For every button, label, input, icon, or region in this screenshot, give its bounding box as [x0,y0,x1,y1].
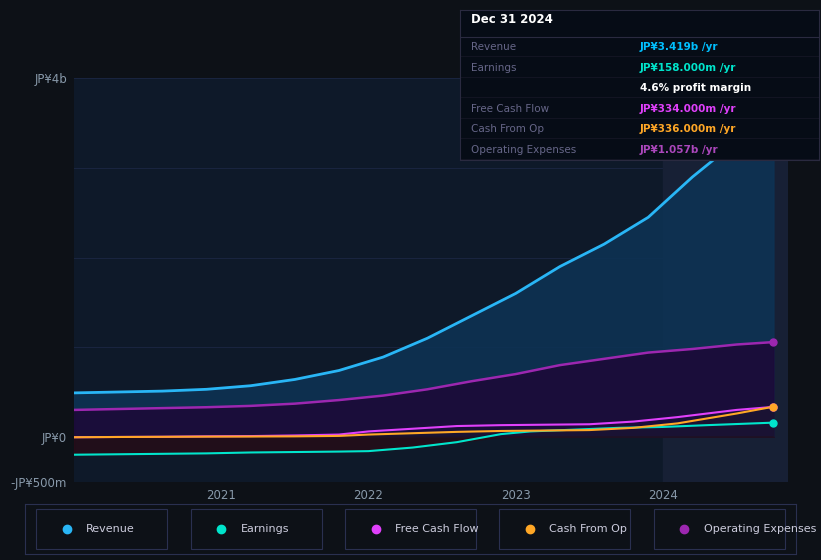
Text: JP¥1.057b /yr: JP¥1.057b /yr [640,144,718,155]
Text: Dec 31 2024: Dec 31 2024 [470,13,553,26]
Text: 4.6% profit margin: 4.6% profit margin [640,83,750,94]
Text: JP¥158.000m /yr: JP¥158.000m /yr [640,63,736,73]
Text: Operating Expenses: Operating Expenses [704,524,816,534]
Text: Operating Expenses: Operating Expenses [470,144,576,155]
Text: Earnings: Earnings [470,63,516,73]
Text: JP¥336.000m /yr: JP¥336.000m /yr [640,124,736,134]
Text: Free Cash Flow: Free Cash Flow [395,524,479,534]
Text: Revenue: Revenue [470,42,516,52]
Text: Earnings: Earnings [241,524,289,534]
Bar [663,78,788,482]
Text: Free Cash Flow: Free Cash Flow [470,104,549,114]
Text: Cash From Op: Cash From Op [549,524,627,534]
Text: JP¥334.000m /yr: JP¥334.000m /yr [640,104,736,114]
Text: Revenue: Revenue [86,524,135,534]
Text: JP¥3.419b /yr: JP¥3.419b /yr [640,42,718,52]
Text: Cash From Op: Cash From Op [470,124,544,134]
